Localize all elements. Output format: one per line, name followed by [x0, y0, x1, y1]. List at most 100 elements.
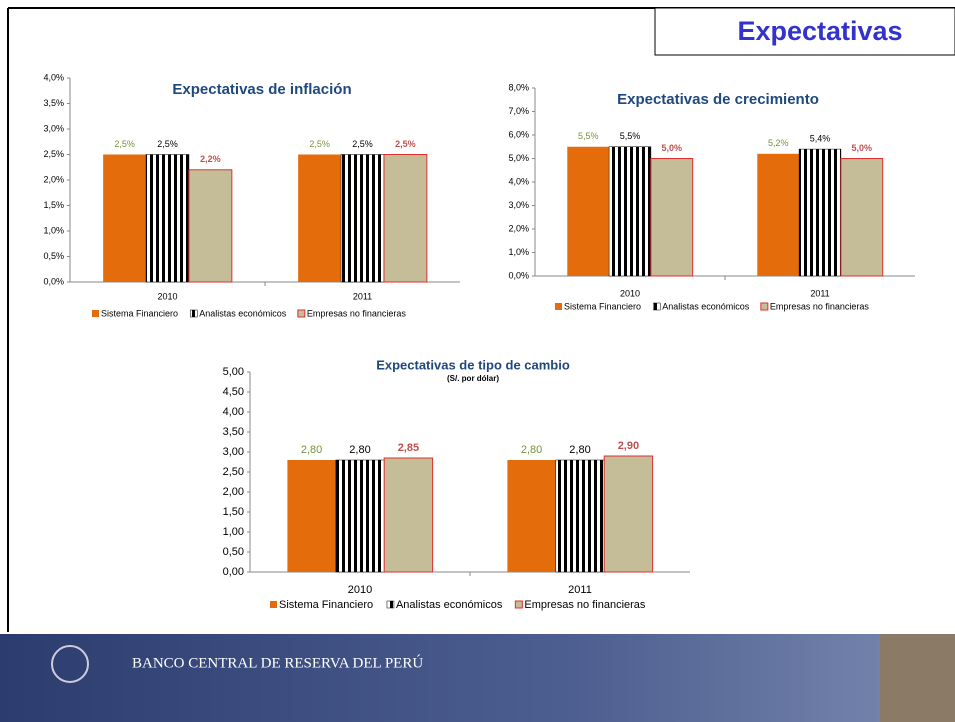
value-label: 5,5%: [620, 131, 641, 141]
x-tick-label: 2010: [620, 288, 640, 298]
y-tick-label: 2,0%: [43, 174, 64, 184]
legend-swatch: [652, 302, 661, 311]
y-tick-label: 3,00: [223, 446, 244, 458]
bar: [145, 154, 190, 283]
y-tick-label: 8,0%: [508, 82, 529, 92]
value-label: 2,5%: [114, 139, 135, 149]
bar: [757, 153, 800, 276]
y-tick-label: 0,50: [223, 546, 244, 558]
y-tick-label: 3,50: [223, 426, 244, 438]
value-label: 5,0%: [852, 143, 873, 153]
footer-text: BANCO CENTRAL DE RESERVA DEL PERÚ: [132, 654, 423, 671]
bar: [287, 460, 336, 572]
y-tick-label: 2,5%: [43, 149, 64, 159]
value-label: 2,80: [569, 444, 590, 456]
value-label: 2,2%: [200, 154, 221, 164]
bar: [608, 146, 652, 277]
y-tick-label: 1,50: [223, 506, 244, 518]
bar: [103, 154, 147, 282]
y-tick-label: 4,00: [223, 406, 244, 418]
y-tick-label: 0,0%: [508, 270, 529, 280]
logo: [51, 645, 89, 683]
value-label: 2,80: [349, 444, 370, 456]
y-tick-label: 4,0%: [43, 72, 64, 82]
bar: [840, 158, 884, 277]
y-tick-label: 2,50: [223, 466, 244, 478]
y-tick-label: 2,0%: [508, 223, 529, 233]
legend-label: Analistas económicos: [662, 301, 750, 311]
chart-title: Expectativas de tipo de cambio: [376, 357, 570, 372]
bar: [555, 459, 605, 573]
y-tick-label: 1,0%: [43, 225, 64, 235]
bar: [383, 154, 428, 283]
value-label: 2,80: [521, 444, 542, 456]
legend-swatch: [189, 309, 198, 318]
y-tick-label: 5,0%: [508, 153, 529, 163]
y-tick-label: 0,0%: [43, 276, 64, 286]
legend-swatch: [92, 310, 99, 317]
chart-title: Expectativas de crecimiento: [617, 91, 819, 108]
legend-label: Empresas no financieras: [307, 308, 407, 318]
y-tick-label: 3,5%: [43, 98, 64, 108]
value-label: 5,0%: [662, 143, 683, 153]
legend-swatch: [270, 601, 277, 608]
legend-label: Analistas económicos: [396, 599, 503, 611]
bar: [507, 460, 556, 572]
y-tick-label: 4,50: [223, 386, 244, 398]
x-tick-label: 2010: [348, 584, 372, 596]
footer-banner: [0, 634, 955, 722]
legend-label: Empresas no financieras: [524, 599, 646, 611]
y-tick-label: 3,0%: [43, 123, 64, 133]
legend-label: Sistema Financiero: [101, 308, 178, 318]
y-tick-label: 7,0%: [508, 106, 529, 116]
bar: [383, 457, 434, 573]
y-tick-label: 1,0%: [508, 247, 529, 257]
legend-label: Analistas económicos: [199, 308, 287, 318]
bar: [567, 146, 610, 276]
y-tick-label: 0,5%: [43, 251, 64, 261]
y-tick-label: 3,0%: [508, 200, 529, 210]
bar: [798, 148, 842, 277]
title-box: [654, 7, 955, 56]
legend-swatch: [297, 309, 306, 318]
y-tick-label: 1,5%: [43, 200, 64, 210]
y-tick-label: 4,0%: [508, 176, 529, 186]
value-label: 5,2%: [768, 138, 789, 148]
bar: [298, 154, 342, 282]
x-tick-label: 2010: [157, 291, 177, 301]
y-tick-label: 2,00: [223, 486, 244, 498]
legend-swatch: [386, 600, 395, 609]
bar: [603, 455, 654, 573]
legend-swatch: [760, 302, 769, 311]
value-label: 2,90: [618, 440, 639, 452]
x-tick-label: 2011: [568, 584, 592, 596]
legend-swatch: [514, 600, 523, 609]
y-tick-label: 1,00: [223, 526, 244, 538]
bar: [188, 169, 233, 283]
chart-title: Expectativas de inflación: [172, 81, 351, 98]
chart-subtitle: (S/. por dólar): [447, 374, 499, 383]
value-label: 2,5%: [395, 139, 416, 149]
y-tick-label: 5,00: [223, 366, 244, 378]
value-label: 2,5%: [352, 139, 373, 149]
y-tick-label: 6,0%: [508, 129, 529, 139]
legend-label: Empresas no financieras: [770, 301, 870, 311]
bar: [335, 459, 385, 573]
value-label: 2,5%: [157, 139, 178, 149]
x-tick-label: 2011: [353, 291, 372, 301]
value-label: 2,5%: [309, 139, 330, 149]
value-label: 5,4%: [810, 133, 831, 143]
legend-swatch: [555, 303, 562, 310]
bar: [340, 154, 385, 283]
slide-title: Expectativas: [737, 16, 902, 46]
legend-label: Sistema Financiero: [564, 301, 641, 311]
y-tick-label: 0,00: [223, 566, 244, 578]
value-label: 2,80: [301, 444, 322, 456]
footer-photo: [880, 634, 955, 722]
value-label: 2,85: [398, 442, 419, 454]
bar: [650, 158, 694, 277]
x-tick-label: 2011: [810, 288, 829, 298]
legend-label: Sistema Financiero: [279, 599, 373, 611]
